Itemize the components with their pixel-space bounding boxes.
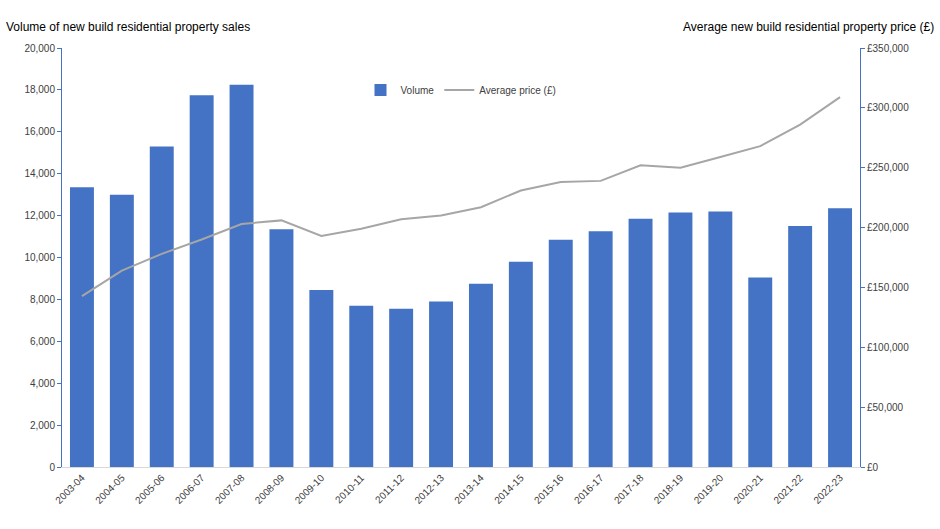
svg-text:18,000: 18,000	[24, 84, 55, 95]
svg-text:2013-14: 2013-14	[452, 472, 486, 506]
svg-text:2009-10: 2009-10	[293, 472, 327, 506]
svg-text:£0: £0	[867, 462, 879, 473]
svg-text:4,000: 4,000	[30, 378, 55, 389]
svg-text:2016-17: 2016-17	[572, 472, 606, 506]
svg-text:£300,000: £300,000	[867, 102, 909, 113]
svg-text:2004-05: 2004-05	[93, 472, 127, 506]
svg-text:£100,000: £100,000	[867, 342, 909, 353]
svg-text:6,000: 6,000	[30, 336, 55, 347]
svg-text:16,000: 16,000	[24, 126, 55, 137]
svg-text:£150,000: £150,000	[867, 282, 909, 293]
svg-text:2,000: 2,000	[30, 420, 55, 431]
svg-text:12,000: 12,000	[24, 210, 55, 221]
svg-text:£350,000: £350,000	[867, 43, 909, 54]
svg-text:20,000: 20,000	[24, 43, 55, 54]
svg-text:Volume: Volume	[401, 85, 435, 96]
svg-text:0: 0	[49, 462, 55, 473]
svg-text:2003-04: 2003-04	[53, 472, 87, 506]
svg-text:2011-12: 2011-12	[373, 472, 407, 506]
svg-text:8,000: 8,000	[30, 294, 55, 305]
svg-text:Average new build residential: Average new build residential property p…	[683, 20, 934, 34]
svg-text:2021-22: 2021-22	[771, 472, 805, 506]
svg-text:Volume of new build residentia: Volume of new build residential property…	[6, 20, 250, 34]
svg-text:14,000: 14,000	[24, 168, 55, 179]
svg-text:Average price (£): Average price (£)	[479, 85, 556, 96]
svg-text:2017-18: 2017-18	[612, 472, 646, 506]
svg-text:2022-23: 2022-23	[811, 472, 845, 506]
svg-text:2019-20: 2019-20	[692, 472, 726, 506]
svg-text:2012-13: 2012-13	[412, 472, 446, 506]
svg-text:2005-06: 2005-06	[133, 472, 167, 506]
svg-text:10,000: 10,000	[24, 252, 55, 263]
svg-text:2008-09: 2008-09	[253, 472, 287, 506]
svg-text:2014-15: 2014-15	[492, 472, 526, 506]
svg-text:2007-08: 2007-08	[213, 472, 247, 506]
svg-text:2006-07: 2006-07	[173, 472, 207, 506]
svg-text:2015-16: 2015-16	[532, 472, 566, 506]
svg-text:2020-21: 2020-21	[731, 472, 765, 506]
svg-text:£200,000: £200,000	[867, 222, 909, 233]
svg-text:£250,000: £250,000	[867, 162, 909, 173]
svg-text:2010-11: 2010-11	[333, 472, 367, 506]
svg-text:2018-19: 2018-19	[652, 472, 686, 506]
svg-text:£50,000: £50,000	[867, 402, 904, 413]
